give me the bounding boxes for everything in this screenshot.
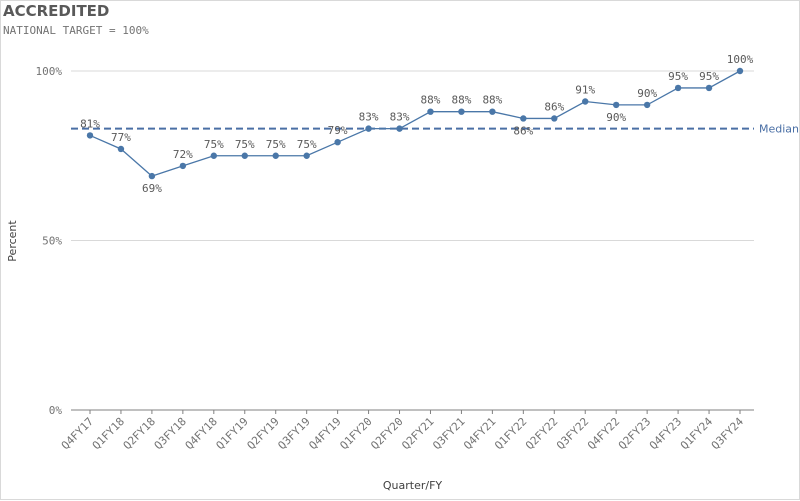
x-tick-label: Q3FY18: [152, 415, 189, 452]
data-point: [705, 84, 713, 92]
x-tick-label: Q2FY20: [368, 415, 405, 452]
x-tick-label: Q1FY20: [337, 415, 374, 452]
data-label: 72%: [173, 148, 193, 161]
x-tick-label: Q3FY24: [709, 415, 747, 453]
data-label: 75%: [204, 138, 224, 151]
x-tick-label: Q1FY18: [90, 415, 127, 452]
median-label: Median: [759, 123, 799, 136]
data-point: [551, 115, 558, 122]
median-reference: Median: [71, 123, 799, 136]
data-label: 90%: [606, 111, 626, 124]
data-label: 75%: [235, 138, 255, 151]
y-axis-ticks: 0% 50% 100%: [36, 65, 63, 417]
data-point: [86, 132, 94, 139]
data-label: 77%: [111, 131, 131, 144]
x-tick-label: Q4FY23: [647, 415, 684, 452]
data-label: 91%: [575, 84, 595, 97]
x-tick-label: Q4FY18: [183, 415, 220, 452]
data-label: 90%: [637, 87, 657, 100]
chart-subtitle: NATIONAL TARGET = 100%: [3, 24, 149, 37]
x-tick-label: Q1FY19: [214, 415, 251, 452]
series-accredited: [86, 67, 744, 180]
data-label: 88%: [451, 94, 471, 107]
y-axis-title: Percent: [6, 220, 19, 262]
series-line: [89, 70, 741, 177]
x-tick-label: Q4FY19: [306, 415, 343, 452]
chart-title: ACCREDITED: [3, 2, 110, 20]
data-point: [612, 101, 620, 109]
x-tick-label: Q4FY21: [461, 415, 498, 452]
data-label: 95%: [699, 70, 719, 83]
data-point: [179, 162, 187, 170]
y-tick-label: 0%: [49, 404, 63, 417]
x-axis-ticks: Q4FY17Q1FY18Q2FY18Q3FY18Q4FY18Q1FY19Q2FY…: [59, 410, 747, 453]
x-tick-label: Q2FY19: [245, 415, 282, 452]
data-point: [272, 152, 279, 159]
data-label: 75%: [297, 138, 317, 151]
data-label: 75%: [266, 138, 286, 151]
data-point: [148, 172, 156, 180]
data-point: [489, 108, 496, 115]
data-point: [303, 152, 310, 159]
data-point: [674, 84, 682, 92]
gridlines: [71, 70, 754, 241]
data-labels: 81% 77% 69% 72% 75% 75% 75% 75% 79% 83% 83% 88% 88% 8…: [80, 53, 754, 195]
data-label: 88%: [482, 94, 502, 107]
x-tick-label: Q1FY22: [492, 415, 529, 452]
x-tick-label: Q2FY23: [616, 415, 653, 452]
data-label: 86%: [513, 124, 533, 137]
data-point: [643, 101, 651, 109]
y-tick-label: 100%: [36, 65, 63, 78]
data-label: 88%: [421, 94, 441, 107]
data-point: [365, 125, 372, 132]
x-tick-label: Q2FY22: [523, 415, 560, 452]
data-point: [736, 67, 744, 75]
x-tick-label: Q4FY17: [59, 415, 96, 452]
data-label: 69%: [142, 182, 162, 195]
y-tick-label: 50%: [42, 235, 62, 248]
data-point: [582, 98, 589, 105]
data-point: [396, 125, 403, 132]
data-point: [117, 145, 125, 153]
data-point: [458, 108, 465, 115]
data-label: 86%: [544, 100, 564, 113]
x-tick-label: Q2FY18: [121, 415, 158, 452]
data-point: [334, 138, 341, 146]
data-label: 83%: [359, 111, 379, 124]
x-axis-title: Quarter/FY: [383, 479, 443, 492]
data-point: [241, 152, 248, 159]
data-label: 95%: [668, 70, 688, 83]
x-tick-label: Q4FY22: [585, 415, 622, 452]
data-label: 81%: [80, 117, 100, 130]
x-tick-label: Q3FY21: [430, 415, 467, 452]
data-label: 83%: [390, 111, 410, 124]
data-point: [210, 152, 218, 159]
x-tick-label: Q1FY24: [678, 415, 716, 453]
x-tick-label: Q3FY19: [275, 415, 312, 452]
data-point: [427, 108, 434, 115]
data-label: 100%: [727, 53, 754, 66]
data-point: [520, 115, 527, 122]
data-label: 79%: [328, 124, 348, 137]
x-tick-label: Q2FY21: [399, 415, 436, 452]
x-tick-label: Q3FY22: [554, 415, 591, 452]
